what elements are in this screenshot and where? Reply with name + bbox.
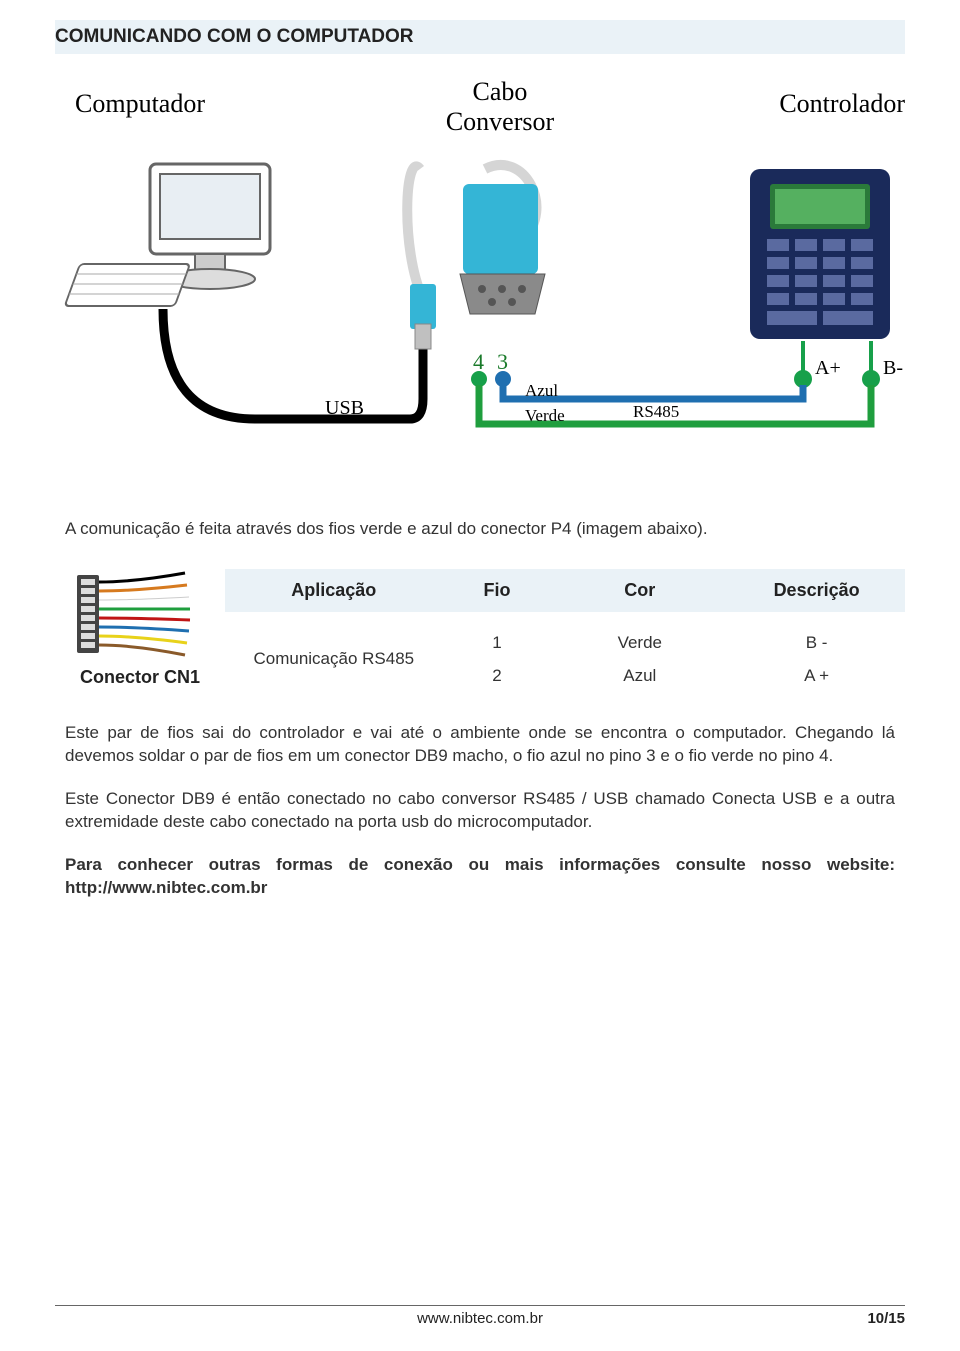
cell-fio: 2 [443,659,552,692]
connector-illustration: Conector CN1 [55,569,225,692]
usb-label: USB [325,397,364,419]
th-fio: Fio [443,569,552,612]
th-cor: Cor [551,569,728,612]
cable-converter-icon [407,165,545,349]
cell-cor: Azul [551,659,728,692]
cell-desc: A + [728,659,905,692]
section-title: COMUNICANDO COM O COMPUTADOR [55,26,414,47]
paragraph-2: Este Conector DB9 é então conectado no c… [65,788,895,834]
th-aplicacao: Aplicação [225,569,443,612]
connection-diagram: Computador Cabo Conversor Controlador [55,89,905,479]
pinout-section: Conector CN1 Aplicação Fio Cor Descrição… [55,569,905,692]
paragraph-3: Para conhecer outras formas de conexão o… [65,854,895,900]
cell-desc: B - [728,626,905,659]
computer-icon [65,164,270,306]
diagram-svg: USB 4 3 [55,89,905,479]
rs485-label: RS485 [633,402,679,421]
paragraph-1: Este par de fios sai do controlador e va… [65,722,895,768]
connector-cn1-label: Conector CN1 [80,667,200,688]
cell-aplicacao: Comunicação RS485 [225,626,443,692]
terminal-aplus: A+ [815,357,841,379]
usb-wire [163,309,423,419]
controller-icon [750,169,890,339]
cell-fio: 1 [443,626,552,659]
cell-cor: Verde [551,626,728,659]
terminal-bminus: B- [883,357,903,379]
page-footer: www.nibtec.com.br 10/15 [55,1305,905,1327]
section-header: COMUNICANDO COM O COMPUTADOR [55,20,905,54]
pin-3: 3 [497,349,508,374]
pinout-table: Aplicação Fio Cor Descrição Comunicação … [225,569,905,692]
table-header-row: Aplicação Fio Cor Descrição [225,569,905,612]
th-descricao: Descrição [728,569,905,612]
intro-paragraph: A comunicação é feita através dos fios v… [65,519,895,539]
blue-wire-label: Azul [525,381,558,400]
footer-site: www.nibtec.com.br [55,1310,905,1327]
pin-4: 4 [473,349,484,374]
green-wire-label: Verde [525,406,565,425]
connector-cn1-icon [75,569,205,659]
table-row: Comunicação RS485 1 Verde B - [225,626,905,659]
